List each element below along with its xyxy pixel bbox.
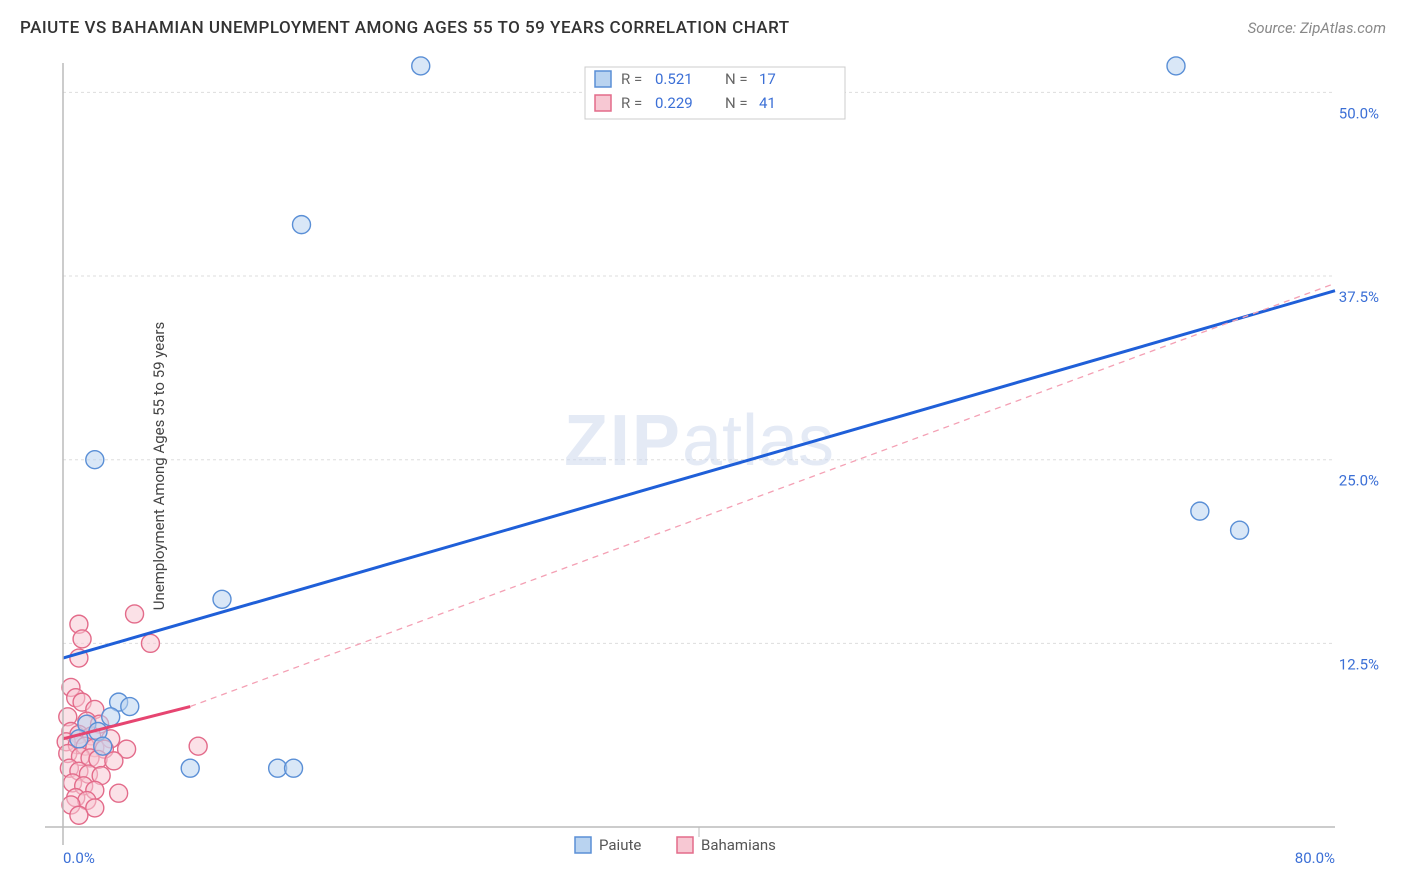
- data-point: [126, 605, 144, 623]
- legend-swatch: [575, 837, 591, 853]
- data-point: [213, 590, 231, 608]
- data-point: [181, 759, 199, 777]
- y-tick-label: 12.5%: [1339, 655, 1379, 673]
- data-point: [1167, 57, 1185, 75]
- y-tick-label: 25.0%: [1339, 472, 1379, 490]
- legend-n-label: N =: [725, 94, 748, 112]
- legend-r-label: R =: [621, 94, 642, 112]
- data-point: [1231, 521, 1249, 539]
- legend-r-value: 0.521: [655, 70, 693, 88]
- data-point: [1191, 502, 1209, 520]
- correlation-chart: 12.5% 25.0% 37.5% 50.0% ZIPatlas 0.0% 80.0% R =…: [15, 55, 1391, 877]
- data-point: [293, 216, 311, 234]
- legend-swatch: [595, 71, 611, 87]
- data-point: [86, 451, 104, 469]
- data-point: [70, 806, 88, 824]
- x-tick-label: 80.0%: [1295, 849, 1335, 867]
- legend-r-label: R =: [621, 70, 642, 88]
- data-point: [285, 759, 303, 777]
- legend-series-label: Paiute: [599, 836, 641, 854]
- trend-line-paiute: [63, 291, 1335, 658]
- data-point: [110, 784, 128, 802]
- legend-r-value: 0.229: [655, 94, 693, 112]
- x-tick-label: 0.0%: [63, 849, 95, 867]
- legend-series-label: Bahamians: [701, 836, 776, 854]
- source-label: Source: ZipAtlas.com: [1248, 19, 1386, 37]
- watermark: ZIPatlas: [564, 401, 834, 481]
- y-axis-label: Unemployment Among Ages 55 to 59 years: [150, 322, 168, 610]
- data-point: [141, 634, 159, 652]
- data-point: [102, 708, 120, 726]
- chart-title: PAIUTE VS BAHAMIAN UNEMPLOYMENT AMONG AG…: [20, 18, 790, 38]
- legend-n-value: 41: [759, 94, 776, 112]
- data-point: [94, 737, 112, 755]
- data-point: [121, 698, 139, 716]
- y-tick-label: 50.0%: [1339, 104, 1379, 122]
- data-point: [189, 737, 207, 755]
- legend-n-value: 17: [759, 70, 776, 88]
- legend-swatch: [677, 837, 693, 853]
- legend-n-label: N =: [725, 70, 748, 88]
- data-point: [412, 57, 430, 75]
- legend-swatch: [595, 95, 611, 111]
- data-point: [73, 630, 91, 648]
- y-tick-label: 37.5%: [1339, 288, 1379, 306]
